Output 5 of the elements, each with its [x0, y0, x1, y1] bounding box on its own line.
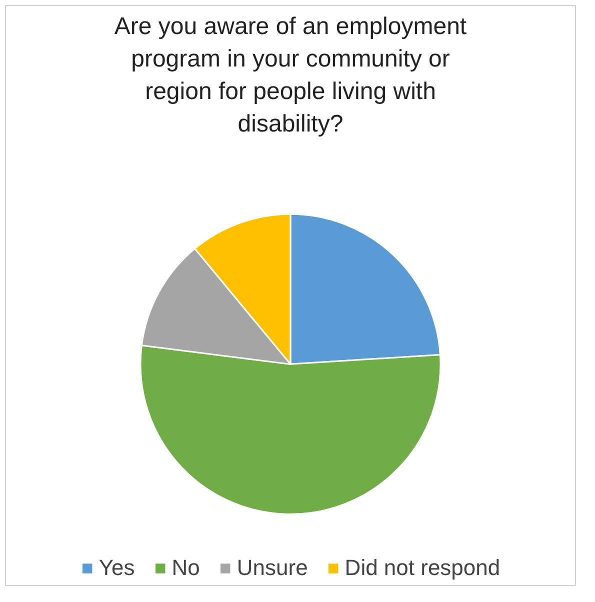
legend-label: Did not respond — [344, 555, 500, 581]
legend-label: No — [172, 555, 200, 581]
legend-label: Unsure — [236, 555, 308, 581]
chart-title: Are you aware of an employment program in your community or region for people living with disability? — [114, 13, 467, 138]
legend-label: Yes — [98, 555, 135, 581]
